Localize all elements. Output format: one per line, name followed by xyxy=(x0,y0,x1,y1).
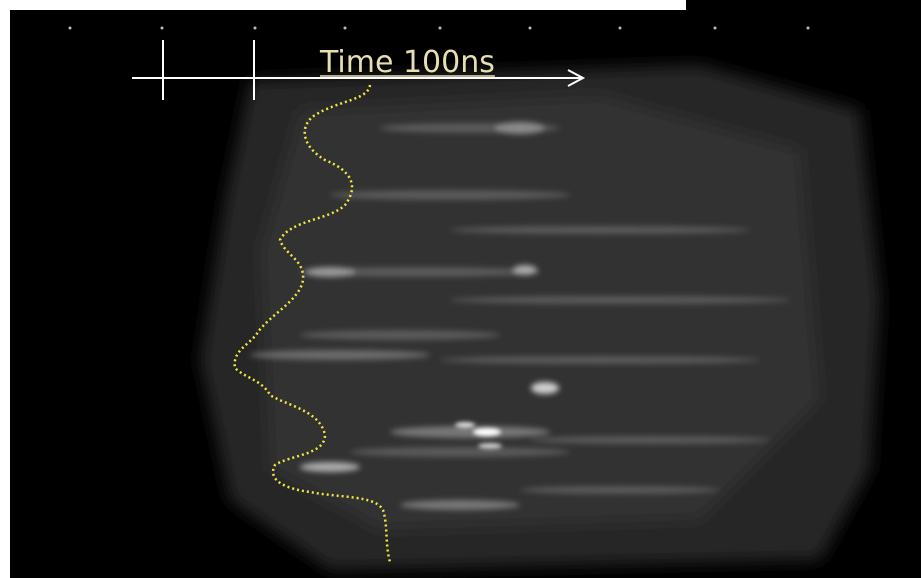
streak-glow xyxy=(200,65,880,570)
time-scale-label: Time 100ns xyxy=(319,45,495,80)
streak-image: Time 100ns xyxy=(0,0,921,578)
image-background-top xyxy=(686,0,921,12)
page: Time 100ns (() => { const data = JSON.pa… xyxy=(0,0,921,578)
